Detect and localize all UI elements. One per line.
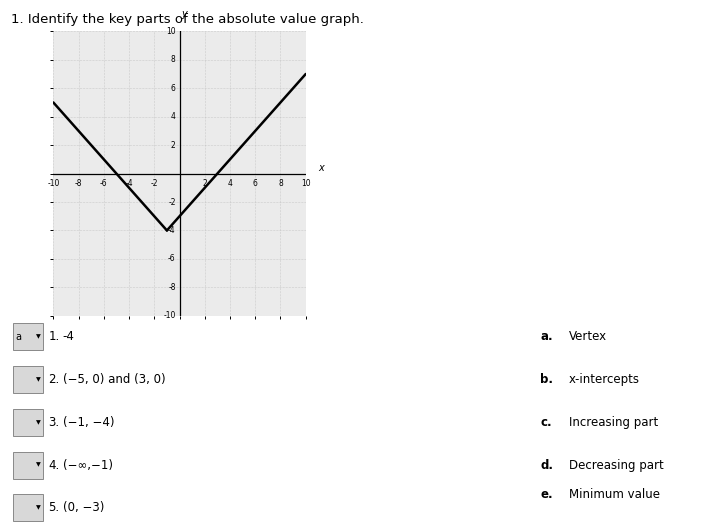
Text: x: x [318, 163, 324, 173]
Text: -6: -6 [100, 179, 107, 187]
Text: 2.: 2. [48, 373, 60, 386]
Text: x-intercepts: x-intercepts [569, 373, 640, 386]
Text: 4.: 4. [48, 459, 60, 471]
Text: -8: -8 [75, 179, 82, 187]
Text: 4: 4 [228, 179, 232, 187]
Text: ▼: ▼ [36, 334, 41, 339]
Text: -2: -2 [169, 197, 176, 207]
Text: 6: 6 [171, 84, 176, 93]
Text: ▼: ▼ [36, 462, 41, 468]
Text: -2: -2 [151, 179, 158, 187]
Text: 10: 10 [166, 27, 176, 36]
Text: Increasing part: Increasing part [569, 416, 658, 429]
Text: (−5, 0) and (3, 0): (−5, 0) and (3, 0) [63, 373, 165, 386]
Text: 8: 8 [171, 55, 176, 64]
Text: -8: -8 [169, 283, 176, 292]
Text: b.: b. [540, 373, 553, 386]
Text: -10: -10 [47, 179, 60, 187]
Text: c.: c. [540, 416, 552, 429]
Text: -6: -6 [168, 254, 176, 264]
Text: Vertex: Vertex [569, 330, 607, 343]
Text: 1.: 1. [48, 330, 60, 343]
Text: Decreasing part: Decreasing part [569, 459, 663, 471]
Text: (−1, −4): (−1, −4) [63, 416, 114, 429]
Text: a.: a. [540, 330, 553, 343]
Text: 3.: 3. [48, 416, 60, 429]
Text: (−∞,−1): (−∞,−1) [63, 459, 112, 471]
Text: d.: d. [540, 459, 553, 471]
Text: (0, −3): (0, −3) [63, 502, 104, 514]
Text: a: a [16, 331, 21, 342]
Text: -4: -4 [125, 179, 133, 187]
Text: 6: 6 [253, 179, 257, 187]
Text: 8: 8 [278, 179, 283, 187]
Text: -4: -4 [168, 226, 176, 235]
Text: 2: 2 [203, 179, 207, 187]
Text: ▼: ▼ [36, 420, 41, 425]
Text: e.: e. [540, 489, 553, 501]
Text: 1. Identify the key parts of the absolute value graph.: 1. Identify the key parts of the absolut… [11, 13, 363, 26]
Text: 10: 10 [301, 179, 311, 187]
Text: 5.: 5. [48, 502, 60, 514]
Text: Minimum value: Minimum value [569, 489, 660, 501]
Text: 4: 4 [171, 112, 176, 121]
Text: y: y [182, 9, 188, 19]
Text: ▼: ▼ [36, 377, 41, 382]
Text: -10: -10 [164, 311, 176, 321]
Text: -4: -4 [63, 330, 75, 343]
Text: 2: 2 [171, 140, 176, 150]
Text: ▼: ▼ [36, 505, 41, 511]
